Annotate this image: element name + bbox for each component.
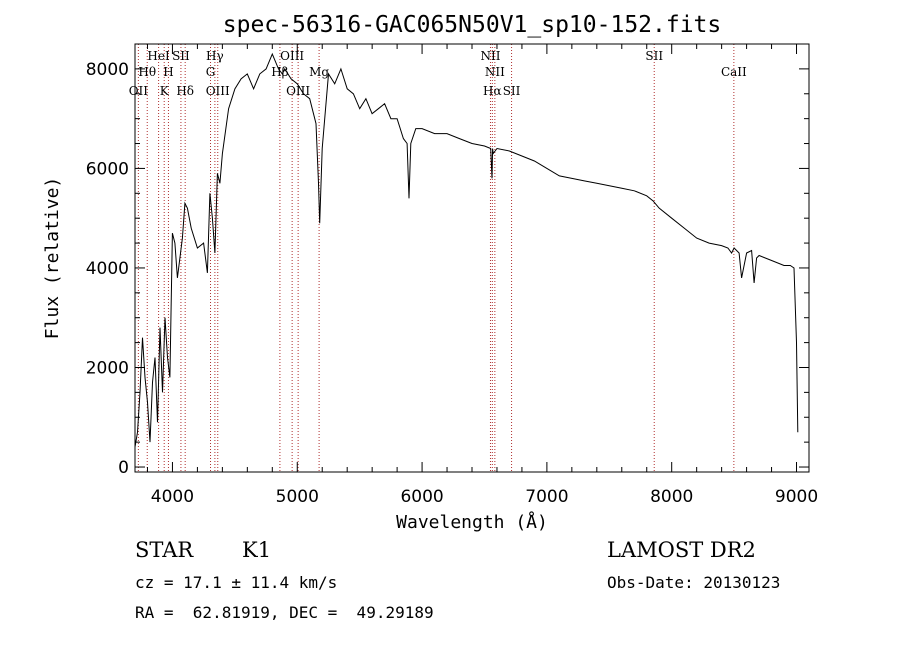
x-tick-label-3: 7000 (525, 487, 568, 507)
obs-date: Obs-Date: 20130123 (607, 573, 781, 592)
line-labels: OIIHθHeIKHSIIHδGHγOIIIHβOIIIOIIIMgNIIHαN… (129, 49, 747, 98)
object-class: STAR (135, 538, 194, 562)
line-label-16: NII (485, 65, 505, 79)
object-subclass: K1 (242, 538, 272, 562)
line-label-13: Mg (309, 65, 329, 79)
line-label-17: SII (503, 84, 521, 98)
line-label-11: OIII (280, 49, 304, 63)
line-label-18: SII (645, 49, 663, 63)
ra-dec: RA = 62.81919, DEC = 49.29189 (135, 603, 434, 622)
line-label-4: H (163, 65, 173, 79)
line-markers (137, 44, 735, 472)
x-tick-label-0: 4000 (151, 487, 194, 507)
line-label-8: Hγ (206, 49, 224, 63)
x-tick-label-2: 6000 (400, 487, 443, 507)
y-tick-label-0: 0 (118, 458, 129, 478)
y-tick-label-4: 8000 (86, 60, 129, 80)
line-label-1: Hθ (138, 65, 156, 79)
line-label-7: G (206, 65, 216, 79)
line-label-14: NII (480, 49, 500, 63)
plot-frame (134, 43, 810, 473)
line-label-0: OII (129, 84, 149, 98)
spectrum-series-line (134, 52, 799, 448)
line-label-3: K (160, 84, 170, 98)
line-label-6: Hδ (176, 84, 194, 98)
x-axis-label: Wavelength (Å) (396, 511, 548, 533)
survey-name: LAMOST DR2 (607, 538, 756, 562)
y-tick-label-2: 4000 (86, 259, 129, 279)
y-tick-label-1: 2000 (86, 358, 129, 378)
line-label-19: CaII (721, 65, 747, 79)
x-tick-label-5: 9000 (775, 487, 818, 507)
spectrum-chart: spec-56316-GAC065N50V1_sp10-152.fits OII… (42, 12, 818, 533)
x-tick-label-1: 5000 (276, 487, 319, 507)
x-tick-label-4: 8000 (650, 487, 693, 507)
y-axis-label: Flux (relative) (42, 177, 63, 340)
y-tick-label-3: 6000 (86, 159, 129, 179)
line-label-2: HeI (147, 49, 170, 63)
chart-title: spec-56316-GAC065N50V1_sp10-152.fits (223, 12, 722, 38)
redshift-cz: cz = 17.1 ± 11.4 km/s (135, 573, 338, 592)
line-label-9: OIII (206, 84, 230, 98)
line-label-15: Hα (483, 84, 502, 98)
line-label-10: Hβ (271, 65, 288, 79)
axis-ticks: 4000 5000 6000 7000 8000 9000 0 2000 4000 6000 800… (86, 43, 818, 507)
line-label-5: SII (172, 49, 190, 63)
